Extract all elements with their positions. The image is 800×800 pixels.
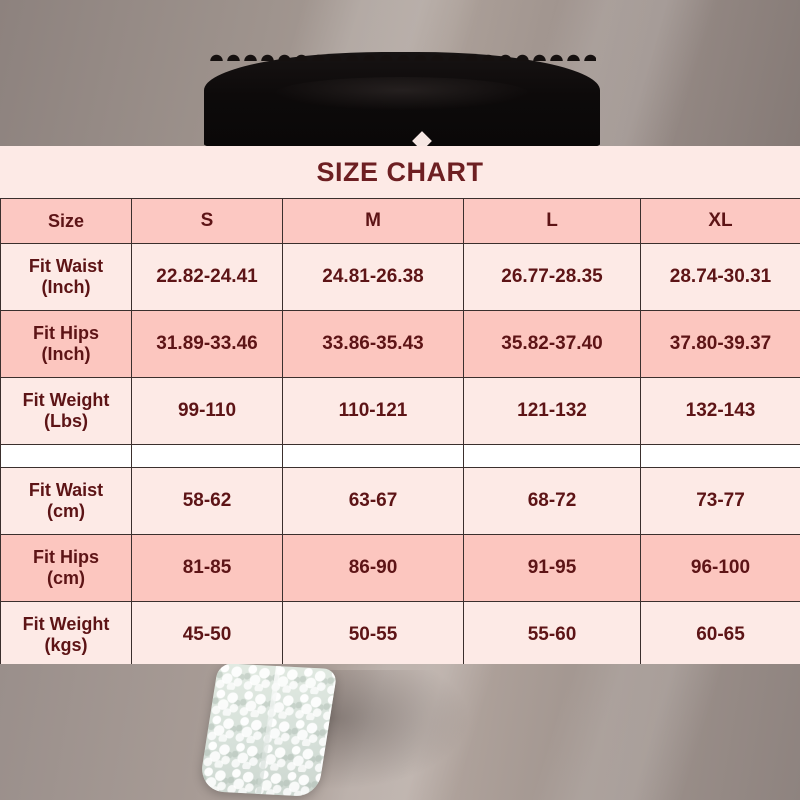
cell-fit-waist-inch-xl: 28.74-30.31 [640,243,800,311]
cell-fit-hips-inch-m: 33.86-35.43 [282,310,464,378]
cell-fit-waist-cm-xl: 73-77 [640,467,800,535]
row-label-line-2: (cm) [46,568,85,588]
column-header-xl: XL [640,198,800,244]
spacer-cell-s [131,444,283,468]
cell-fit-weight-lbs-s: 99-110 [131,377,283,445]
table-row: Fit Weight (Lbs) 99-110 110-121 121-132 … [0,377,800,445]
row-label-fit-hips-inch: Fit Hips (Inch) [0,310,132,378]
table-row: Fit Weight (kgs) 45-50 50-55 55-60 60-65 [0,601,800,669]
cell-fit-waist-cm-m: 63-67 [282,467,464,535]
cell-fit-hips-cm-m: 86-90 [282,534,464,602]
row-label-line-2: (Inch) [41,344,91,364]
row-label-line-2: (cm) [46,501,85,521]
row-label-line-1: Fit Waist [28,255,104,276]
row-label-fit-waist-inch: Fit Waist (Inch) [0,243,132,311]
row-label-line-1: Fit Hips [33,322,99,343]
column-header-s: S [131,198,283,244]
section-spacer-row [0,444,800,468]
table-header-row: Size S M L XL [0,198,800,244]
photo-backdrop-bottom [0,664,800,800]
cell-fit-waist-cm-s: 58-62 [131,467,283,535]
spacer-cell-label [0,444,132,468]
spacer-cell-m [282,444,464,468]
cell-fit-weight-kgs-s: 45-50 [131,601,283,669]
product-photo-bottom [0,664,800,800]
cell-fit-weight-kgs-l: 55-60 [463,601,641,669]
table-row: Fit Waist (cm) 58-62 63-67 68-72 73-77 [0,467,800,535]
column-header-m: M [282,198,464,244]
product-photo-top [0,0,800,146]
table-row: Fit Hips (Inch) 31.89-33.46 33.86-35.43 … [0,310,800,378]
cell-fit-weight-kgs-m: 50-55 [282,601,464,669]
cell-fit-waist-inch-s: 22.82-24.41 [131,243,283,311]
row-label-line-1: Fit Weight [22,613,110,634]
cell-fit-waist-inch-l: 26.77-28.35 [463,243,641,311]
size-chart-panel: SIZE CHART Size S M L XL Fit Waist [0,146,800,669]
row-label-fit-waist-cm: Fit Waist (cm) [0,467,132,535]
size-chart-table: Size S M L XL Fit Waist (Inch) 22.82-24.… [0,198,800,669]
row-label-fit-weight-kgs: Fit Weight (kgs) [0,601,132,669]
row-label-line-1: Fit Hips [33,546,99,567]
white-lace-garment [198,664,338,798]
row-label-fit-weight-lbs: Fit Weight (Lbs) [0,377,132,445]
spacer-cell-xl [640,444,800,468]
row-label-line-2: (Inch) [41,277,91,297]
row-label-line-1: Fit Waist [28,479,104,500]
row-label-line-2: (Lbs) [44,411,88,431]
cell-fit-hips-inch-s: 31.89-33.46 [131,310,283,378]
cell-fit-hips-cm-s: 81-85 [131,534,283,602]
table-row: Fit Waist (Inch) 22.82-24.41 24.81-26.38… [0,243,800,311]
cell-fit-hips-cm-l: 91-95 [463,534,641,602]
cell-fit-waist-cm-l: 68-72 [463,467,641,535]
row-label-fit-hips-cm: Fit Hips (cm) [0,534,132,602]
cell-fit-weight-lbs-m: 110-121 [282,377,464,445]
spacer-cell-l [463,444,641,468]
cell-fit-weight-lbs-l: 121-132 [463,377,641,445]
black-lace-garment [204,45,600,146]
table-row: Fit Hips (cm) 81-85 86-90 91-95 96-100 [0,534,800,602]
row-label-line-2: (kgs) [44,635,88,655]
column-header-size: Size [0,198,132,244]
cell-fit-hips-inch-xl: 37.80-39.37 [640,310,800,378]
cell-fit-waist-inch-m: 24.81-26.38 [282,243,464,311]
column-header-l: L [463,198,641,244]
cell-fit-weight-kgs-xl: 60-65 [640,601,800,669]
row-label-line-1: Fit Weight [22,389,110,410]
cell-fit-hips-inch-l: 35.82-37.40 [463,310,641,378]
cell-fit-hips-cm-xl: 96-100 [640,534,800,602]
cell-fit-weight-lbs-xl: 132-143 [640,377,800,445]
page-title: SIZE CHART [0,146,800,198]
